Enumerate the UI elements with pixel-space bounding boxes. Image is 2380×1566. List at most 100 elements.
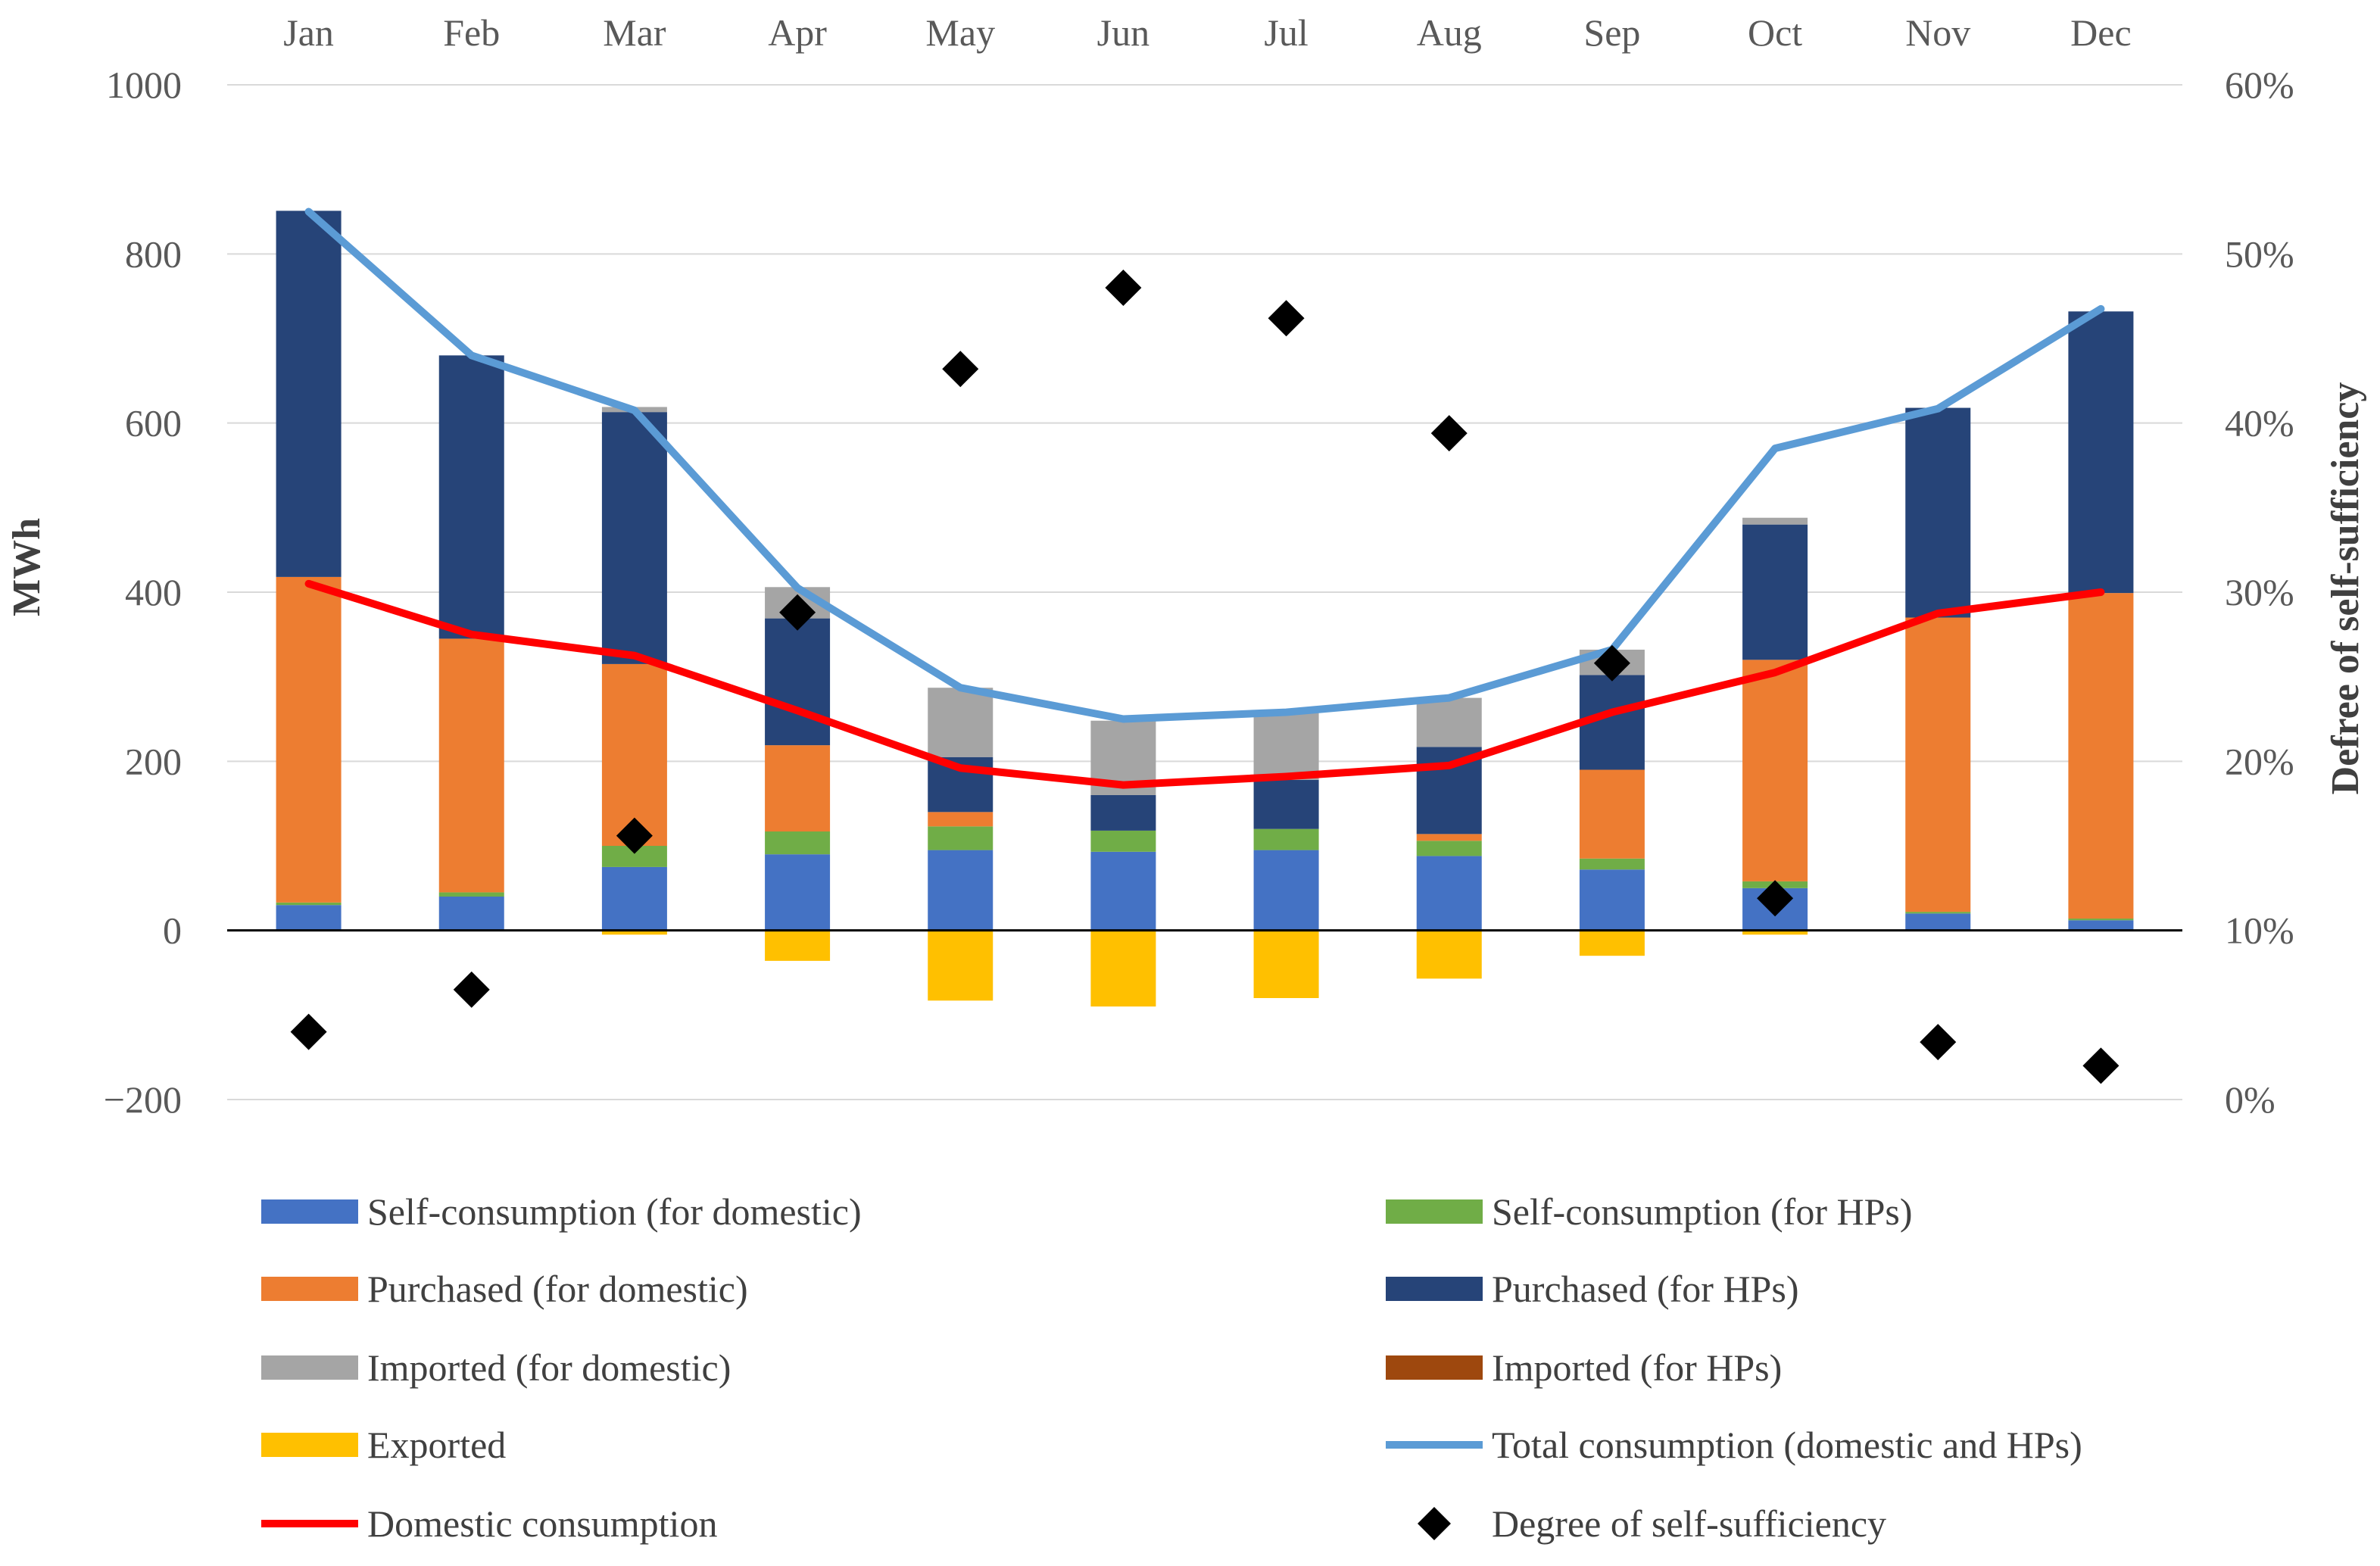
legend-label: Exported xyxy=(367,1424,506,1466)
bar-purchased-for-domestic-sep xyxy=(1579,769,1645,859)
y-tick-label: 400 xyxy=(125,571,182,613)
legend-label: Self-consumption (for HPs) xyxy=(1492,1190,1913,1233)
bar-self-consumption-for-domestic-aug xyxy=(1416,856,1482,931)
point-degree-of-self-sufficiency-mar xyxy=(616,817,653,854)
bar-self-consumption-for-domestic-apr xyxy=(765,854,831,931)
bar-purchased-for-domestic-mar xyxy=(601,663,667,846)
bar-exported-jun xyxy=(1090,930,1156,1007)
point-degree-of-self-sufficiency-jun xyxy=(1105,270,1142,306)
bar-exported-jul xyxy=(1253,930,1319,998)
series-lines xyxy=(304,207,2105,789)
bar-self-consumption-for-domestic-mar xyxy=(601,866,667,931)
bar-purchased-for-hps-feb xyxy=(438,355,504,639)
bar-purchased-for-domestic-dec xyxy=(2068,593,2134,919)
x-tick-label: Sep xyxy=(1583,11,1640,54)
bar-self-consumption-for-domestic-nov xyxy=(1905,913,1971,931)
bar-self-consumption-for-domestic-sep xyxy=(1579,869,1645,931)
bar-self-consumption-for-domestic-jan xyxy=(276,905,342,931)
point-degree-of-self-sufficiency-sep xyxy=(1593,644,1630,682)
y2-axis-title: Defree of self-sufficiency xyxy=(2324,382,2367,795)
bar-exported-oct xyxy=(1742,930,1808,935)
bar-imported-for-domestic-jul xyxy=(1253,710,1319,780)
legend-swatch xyxy=(261,1355,358,1380)
line-domestic-consumption xyxy=(304,579,2105,789)
y-tick-label: 1000 xyxy=(106,64,182,106)
legend-item-imported-for-domestic: Imported (for domestic) xyxy=(261,1346,731,1389)
bar-self-consumption-for-domestic-may xyxy=(928,850,993,931)
point-degree-of-self-sufficiency-apr xyxy=(779,594,816,631)
y2-axis-tick-labels: 0% 10% 20% 30% 40% 50% 60% xyxy=(2225,64,2294,1121)
bar-exported-aug xyxy=(1416,930,1482,979)
bar-purchased-for-hps-jan xyxy=(276,211,342,577)
legend-swatch xyxy=(1386,1199,1483,1224)
bar-purchased-for-hps-jul xyxy=(1253,779,1319,829)
legend-swatch xyxy=(261,1199,358,1224)
legend-label: Purchased (for domestic) xyxy=(367,1268,748,1310)
y-axis-title: MWh xyxy=(5,518,48,616)
legend-label: Purchased (for HPs) xyxy=(1492,1268,1798,1310)
y2-tick-label: 0% xyxy=(2225,1078,2276,1121)
legend-label: Total consumption (domestic and HPs) xyxy=(1492,1424,2082,1466)
bar-purchased-for-domestic-apr xyxy=(765,745,831,832)
legend-item-degree-of-self-sufficiency: Degree of self-sufficiency xyxy=(1418,1502,1886,1545)
bar-purchased-for-hps-dec xyxy=(2068,311,2134,594)
y2-tick-label: 60% xyxy=(2225,64,2294,106)
bar-exported-apr xyxy=(765,930,831,961)
legend-swatch xyxy=(1386,1355,1483,1380)
bar-self-consumption-for-hps-sep xyxy=(1579,858,1645,870)
bar-imported-for-domestic-aug xyxy=(1416,697,1482,747)
bar-purchased-for-hps-nov xyxy=(1905,407,1971,618)
y2-tick-label: 20% xyxy=(2225,740,2294,782)
bar-exported-sep xyxy=(1579,930,1645,956)
bar-purchased-for-domestic-nov xyxy=(1905,617,1971,912)
point-degree-of-self-sufficiency-feb xyxy=(453,971,490,1008)
x-tick-label: Jul xyxy=(1264,11,1308,54)
legend-item-purchased-for-domestic: Purchased (for domestic) xyxy=(261,1268,748,1310)
x-tick-label: Oct xyxy=(1748,11,1802,54)
point-degree-of-self-sufficiency-jul xyxy=(1268,300,1305,337)
bar-exported-may xyxy=(928,930,993,1001)
legend-label: Self-consumption (for domestic) xyxy=(367,1190,862,1233)
bar-self-consumption-for-domestic-jun xyxy=(1090,851,1156,931)
bar-self-consumption-for-hps-feb xyxy=(438,892,504,897)
x-tick-label: Mar xyxy=(603,11,666,54)
bar-purchased-for-domestic-feb xyxy=(438,638,504,893)
legend-swatch xyxy=(261,1433,358,1457)
bar-purchased-for-hps-apr xyxy=(765,618,831,746)
bar-self-consumption-for-hps-dec xyxy=(2068,919,2134,921)
bar-self-consumption-for-hps-jul xyxy=(1253,828,1319,850)
legend-swatch xyxy=(1418,1507,1451,1540)
bar-self-consumption-for-hps-may xyxy=(928,826,993,850)
x-tick-label: Dec xyxy=(2070,11,2132,54)
bar-imported-for-domestic-oct xyxy=(1742,517,1808,525)
line-total-consumption-domestic-and-hps xyxy=(304,207,2105,723)
x-tick-label: Jun xyxy=(1097,11,1149,54)
legend-swatch xyxy=(261,1277,358,1301)
bar-self-consumption-for-domestic-dec xyxy=(2068,920,2134,931)
x-axis-tick-labels: Jan Feb Mar Apr May Jun Jul Aug Sep Oct Nov Dec xyxy=(283,11,2131,54)
point-degree-of-self-sufficiency-aug xyxy=(1430,415,1468,452)
bar-imported-for-domestic-may xyxy=(928,688,993,757)
y2-tick-label: 10% xyxy=(2225,909,2294,952)
bar-self-consumption-for-hps-nov xyxy=(1905,912,1971,914)
bar-purchased-for-domestic-oct xyxy=(1742,660,1808,881)
legend-item-total-consumption-domestic-and-hps: Total consumption (domestic and HPs) xyxy=(1386,1424,2082,1466)
legend-label: Imported (for HPs) xyxy=(1492,1346,1782,1389)
y-axis-tick-labels: −200 0 200 400 600 800 1000 xyxy=(104,64,182,1121)
bar-purchased-for-hps-jun xyxy=(1090,795,1156,831)
x-tick-label: Aug xyxy=(1417,11,1482,54)
legend-label: Domestic consumption xyxy=(367,1502,717,1545)
y-tick-label: −200 xyxy=(104,1078,182,1121)
legend-item-exported: Exported xyxy=(261,1424,506,1466)
y-tick-label: 200 xyxy=(125,740,182,782)
bar-self-consumption-for-hps-aug xyxy=(1416,841,1482,856)
point-degree-of-self-sufficiency-jan xyxy=(290,1013,327,1050)
bar-self-consumption-for-hps-jan xyxy=(276,902,342,906)
legend-item-purchased-for-hps: Purchased (for HPs) xyxy=(1386,1268,1798,1310)
bar-self-consumption-for-hps-jun xyxy=(1090,830,1156,852)
legend-item-imported-for-hps: Imported (for HPs) xyxy=(1386,1346,1782,1389)
y-tick-label: 600 xyxy=(125,402,182,445)
bar-purchased-for-domestic-aug xyxy=(1416,834,1482,841)
scatter-points xyxy=(290,270,2120,1084)
